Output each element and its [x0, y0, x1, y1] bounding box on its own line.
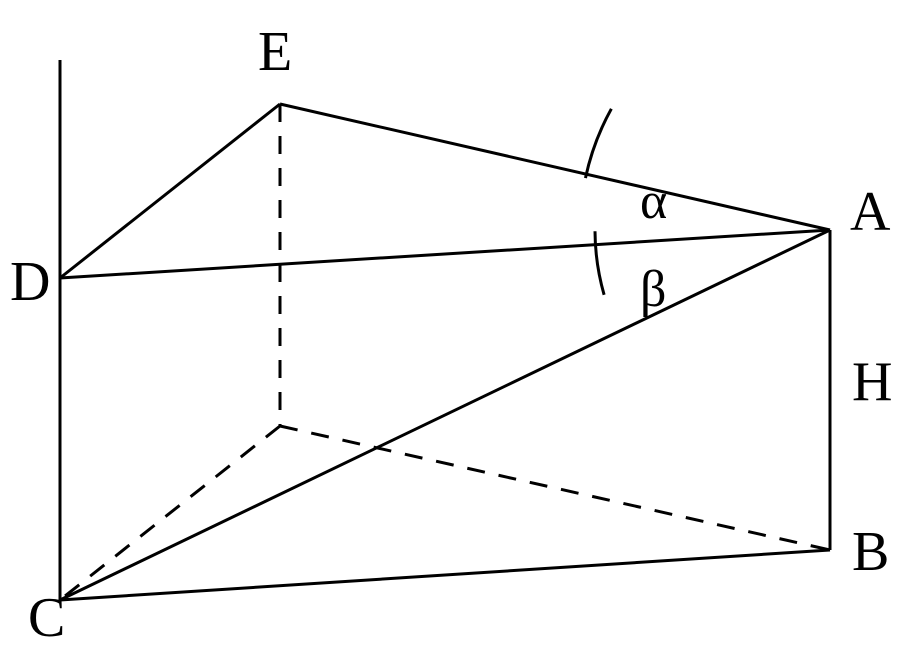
angle-arcs — [585, 109, 611, 295]
angle-label-beta: β — [640, 261, 666, 318]
angle-label-alpha: α — [640, 173, 667, 230]
solid-edges — [60, 104, 830, 600]
dashed-edges — [60, 104, 830, 600]
geometry-diagram: A B C D E H α β — [0, 0, 917, 653]
label-C: C — [28, 587, 65, 649]
label-D: D — [10, 251, 50, 313]
label-H: H — [852, 351, 892, 413]
label-E: E — [258, 21, 292, 83]
label-A: A — [850, 181, 891, 243]
label-B: B — [852, 521, 889, 583]
